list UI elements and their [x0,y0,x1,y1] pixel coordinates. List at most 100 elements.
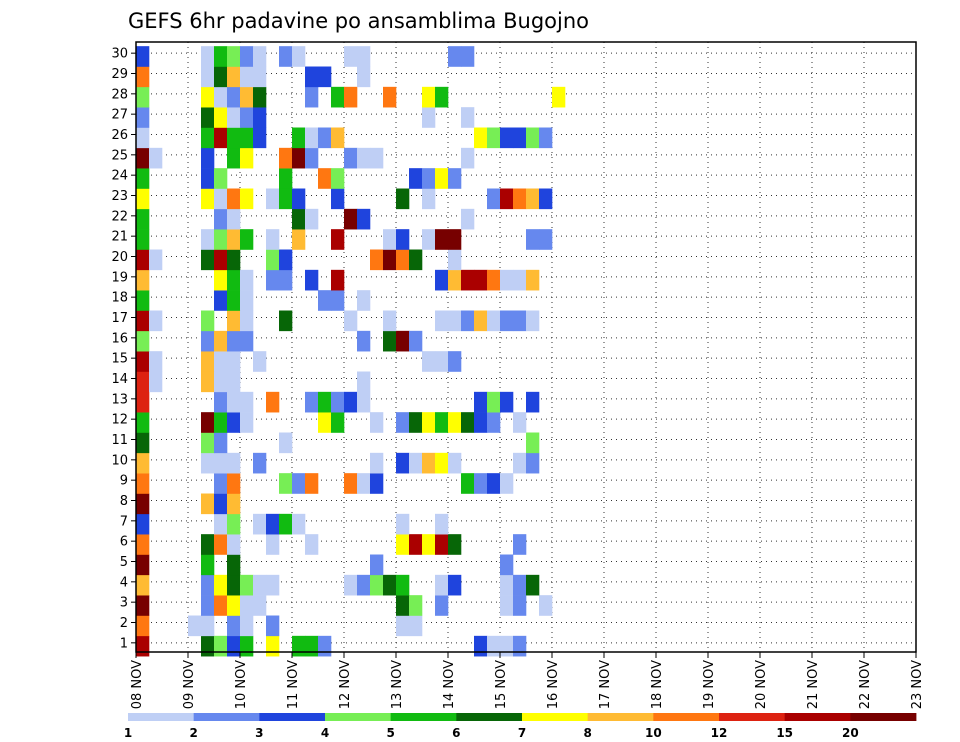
heatmap-cell [227,269,241,291]
heatmap-cell [227,310,241,332]
heatmap-cell [214,534,228,555]
y-tick-label: 11 [111,433,128,448]
heatmap-cell [396,574,410,596]
heatmap-cell [240,86,254,108]
x-tick-label: 19 NOV [702,660,717,709]
color-scale-swatch [128,713,195,721]
heatmap-cell [318,127,332,149]
heatmap-cell [240,107,254,128]
heatmap-cell [370,574,384,596]
heatmap-cell [136,595,150,616]
heatmap-cell [227,188,241,210]
heatmap-cell [383,86,397,108]
heatmap-cell [240,229,254,250]
heatmap-cell [474,127,488,149]
y-tick-label: 24 [111,169,128,184]
heatmap-cell [136,310,150,332]
heatmap-cell [474,473,488,494]
y-tick-label: 7 [120,514,128,529]
heatmap-cell [136,351,150,372]
heatmap-cell [136,290,150,311]
heatmap-cell [266,391,280,413]
heatmap-cell [539,127,553,149]
heatmap-cell [409,168,423,189]
heatmap-cell [266,269,280,291]
heatmap-cell [214,229,228,250]
heatmap-cell [435,534,449,555]
heatmap-cell [448,229,462,250]
heatmap-cell [396,615,410,637]
heatmap-cell [149,147,163,169]
heatmap-cell [487,127,501,149]
heatmap-cell [279,473,293,494]
color-scale-swatch [390,713,457,721]
heatmap-cell [513,412,527,433]
heatmap-cell [188,615,202,637]
heatmap-cell [136,188,150,210]
heatmap-cell [227,473,241,494]
heatmap-cell [227,351,241,372]
heatmap-cell [461,208,475,230]
x-tick-label: 22 NOV [858,660,873,709]
color-scale-label: 1 [124,726,132,740]
heatmap-cell [305,127,319,149]
heatmap-cell [448,46,462,67]
heatmap-cell [318,391,332,413]
heatmap-cell [305,66,319,88]
color-scale-swatch [784,713,851,721]
heatmap-cell [227,452,241,474]
x-tick-label: 14 NOV [442,660,457,709]
plot-frame [135,41,917,653]
heatmap-cell [357,208,371,230]
heatmap-cell [435,86,449,108]
heatmap-cell [422,229,436,250]
heatmap-cell [292,46,306,67]
heatmap-cell [526,188,540,210]
y-tick-label: 15 [111,352,128,367]
x-tick-label: 12 NOV [338,660,353,709]
x-tick-label: 16 NOV [546,660,561,709]
heatmap-cell [201,249,215,271]
heatmap-cell [396,412,410,433]
heatmap-cell [201,86,215,108]
heatmap-cell [266,534,280,555]
heatmap-cell [422,534,436,555]
heatmap-cell [305,534,319,555]
heatmap-cell [331,168,345,189]
heatmap-cell [370,412,384,433]
heatmap-cell [201,107,215,128]
heatmap-cell [201,127,215,149]
x-axis: 08 NOV 09 NOV 10 NOV 11 NOV 12 NOV 13 NOV 14 N… [130,652,925,709]
color-scale-swatch [325,713,392,721]
heatmap-cell [409,412,423,433]
heatmap-cell [292,635,306,657]
heatmap-cell [344,86,358,108]
heatmap-cell [370,452,384,474]
heatmap-cell [136,86,150,108]
heatmap-cell [318,290,332,311]
heatmap-cell [266,249,280,271]
heatmap-cell [201,310,215,332]
heatmap-cell [344,391,358,413]
heatmap-cell [422,351,436,372]
heatmap-cell [227,595,241,616]
heatmap-cell [500,310,514,332]
heatmap-cell [227,86,241,108]
heatmap-cell [513,127,527,149]
heatmap-cell [435,513,449,535]
heatmap-cell [240,595,254,616]
heatmap-cell [435,595,449,616]
heatmap-cell [240,635,254,657]
heatmap-cell [201,147,215,169]
heatmap-cell [227,493,241,515]
heatmap-cell [357,391,371,413]
heatmap-cell [136,574,150,596]
heatmap-cell [214,391,228,413]
heatmap-cell [227,147,241,169]
heatmap-cell [513,574,527,596]
heatmap-cell [422,188,436,210]
heatmap-cell [461,107,475,128]
heatmap-cell [331,290,345,311]
heatmap-cell [305,635,319,657]
heatmap-cell [266,574,280,596]
